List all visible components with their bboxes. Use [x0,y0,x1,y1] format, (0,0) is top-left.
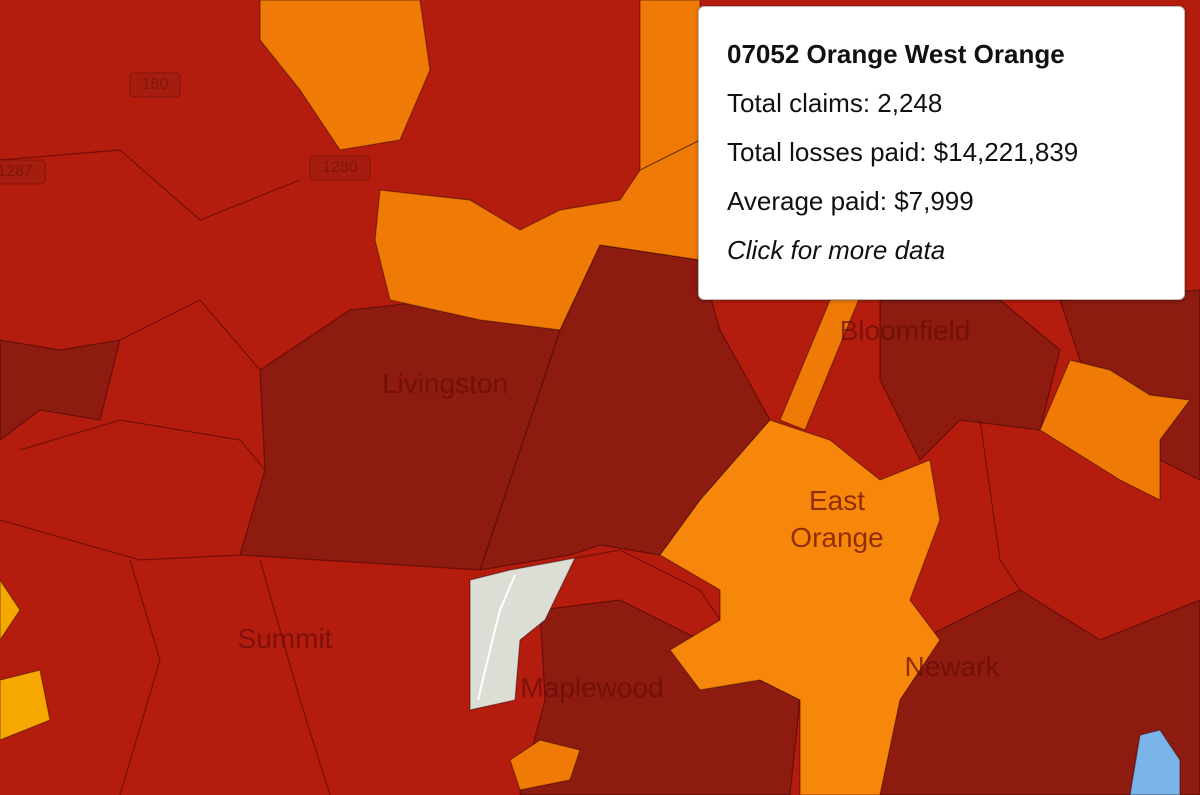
map-region[interactable] [639,0,701,171]
road-label: 180 [142,76,169,93]
map-region[interactable] [1039,359,1192,501]
boundary [0,149,301,221]
road-shield [309,155,371,181]
road [477,574,516,701]
tooltip[interactable]: 07052 Orange West Orange Total claims: 2… [698,6,1185,300]
place-label: Orange [790,522,883,553]
map-region[interactable] [879,299,1061,462]
boundary [479,329,561,571]
boundary [979,419,1021,591]
water [1129,729,1181,795]
place-label: Bloomfield [840,315,971,346]
boundary [119,559,161,795]
road-shield [129,72,181,98]
road-label: 1287 [0,163,33,180]
boundary [19,419,266,471]
tooltip-hint: Click for more data [727,235,946,265]
place-label: Livingston [382,368,508,399]
map-region[interactable] [659,419,941,795]
place-label: Newark [905,651,1001,682]
map-region[interactable] [469,557,577,711]
map-region[interactable] [259,0,431,151]
tooltip-line: Total losses paid: $14,221,839 [727,137,1079,167]
boundary [0,519,241,561]
boundary [259,559,331,795]
map-region[interactable] [0,339,121,441]
map-region[interactable] [0,578,21,642]
road-shield [0,159,46,185]
map-region[interactable] [0,669,51,741]
map-region[interactable] [509,739,581,791]
boundary [119,299,261,371]
tooltip-line: Average paid: $7,999 [727,186,974,216]
tooltip-title: 07052 Orange West Orange [727,39,1065,69]
road-label: 1280 [322,159,358,176]
tooltip-line: Total claims: 2,248 [727,88,943,118]
place-label: Summit [238,623,333,654]
place-label: East [809,485,865,516]
boundary [574,549,721,621]
map-region[interactable] [879,589,1200,795]
place-label: Maplewood [520,672,663,703]
